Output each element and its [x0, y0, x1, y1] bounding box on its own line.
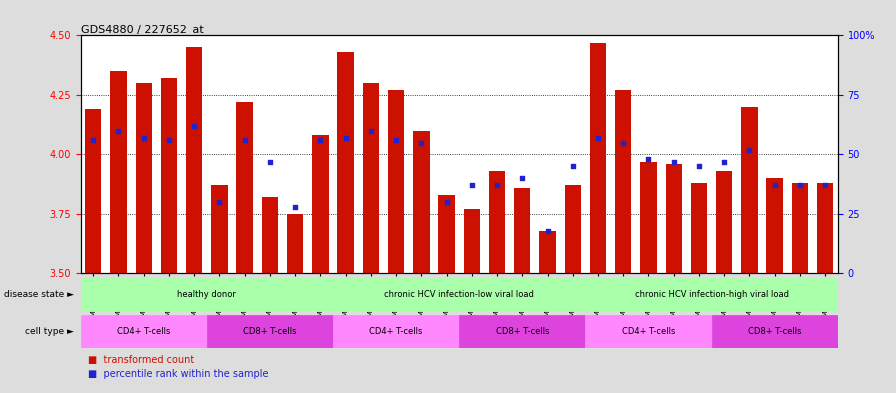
Bar [792, 183, 808, 274]
Point [414, 140, 428, 146]
Bar [641, 162, 657, 274]
Point [263, 158, 277, 165]
Bar [110, 71, 126, 274]
Text: CD8+ T-cells: CD8+ T-cells [243, 327, 297, 336]
Bar [237, 102, 253, 274]
Point [465, 182, 479, 189]
Text: CD8+ T-cells: CD8+ T-cells [495, 327, 549, 336]
Bar [766, 178, 783, 274]
Bar [539, 231, 556, 274]
Bar [585, 315, 711, 349]
Bar [81, 315, 207, 349]
Point [818, 182, 832, 189]
Bar [590, 42, 607, 274]
Bar [160, 78, 177, 274]
Bar [691, 183, 707, 274]
Bar [207, 315, 333, 349]
Bar [388, 90, 404, 274]
Bar [585, 277, 838, 311]
Text: cell type ►: cell type ► [25, 327, 73, 336]
Bar [338, 52, 354, 274]
Bar [135, 83, 152, 274]
Point [111, 127, 125, 134]
Text: ■  transformed count: ■ transformed count [88, 355, 194, 365]
Point [490, 182, 504, 189]
Text: healthy donor: healthy donor [177, 290, 237, 299]
Point [439, 199, 453, 205]
Point [793, 182, 807, 189]
Point [642, 156, 656, 162]
Point [212, 199, 227, 205]
Point [237, 137, 252, 143]
Text: chronic HCV infection-high viral load: chronic HCV infection-high viral load [634, 290, 788, 299]
Bar [463, 209, 480, 274]
Point [565, 163, 580, 169]
Bar [817, 183, 833, 274]
Text: disease state ►: disease state ► [4, 290, 73, 299]
Point [389, 137, 403, 143]
Bar [666, 164, 682, 274]
Bar [312, 135, 329, 274]
Text: CD4+ T-cells: CD4+ T-cells [622, 327, 676, 336]
Point [692, 163, 706, 169]
Bar [262, 197, 278, 274]
Point [717, 158, 731, 165]
Text: GDS4880 / 227652_at: GDS4880 / 227652_at [81, 24, 203, 35]
Point [540, 228, 555, 234]
Point [314, 137, 328, 143]
Text: ■  percentile rank within the sample: ■ percentile rank within the sample [88, 369, 269, 379]
Bar [711, 315, 838, 349]
Bar [81, 277, 333, 311]
Bar [85, 109, 101, 274]
Bar [716, 171, 732, 274]
Bar [438, 195, 455, 274]
Bar [287, 214, 304, 274]
Point [616, 140, 631, 146]
Text: CD4+ T-cells: CD4+ T-cells [369, 327, 423, 336]
Point [288, 204, 302, 210]
Text: CD8+ T-cells: CD8+ T-cells [748, 327, 801, 336]
Point [339, 135, 353, 141]
Bar [741, 107, 758, 274]
Bar [460, 315, 585, 349]
Text: CD4+ T-cells: CD4+ T-cells [117, 327, 170, 336]
Point [590, 135, 605, 141]
Point [742, 147, 756, 153]
Bar [489, 171, 505, 274]
Point [187, 123, 202, 129]
Point [86, 137, 100, 143]
Text: chronic HCV infection-low viral load: chronic HCV infection-low viral load [384, 290, 534, 299]
Bar [615, 90, 632, 274]
Point [136, 135, 151, 141]
Bar [413, 130, 429, 274]
Point [162, 137, 177, 143]
Bar [186, 47, 202, 274]
Bar [514, 188, 530, 274]
Point [515, 175, 530, 182]
Bar [333, 277, 585, 311]
Bar [363, 83, 379, 274]
Point [768, 182, 782, 189]
Bar [211, 185, 228, 274]
Point [667, 158, 681, 165]
Bar [564, 185, 581, 274]
Point [364, 127, 378, 134]
Bar [333, 315, 459, 349]
